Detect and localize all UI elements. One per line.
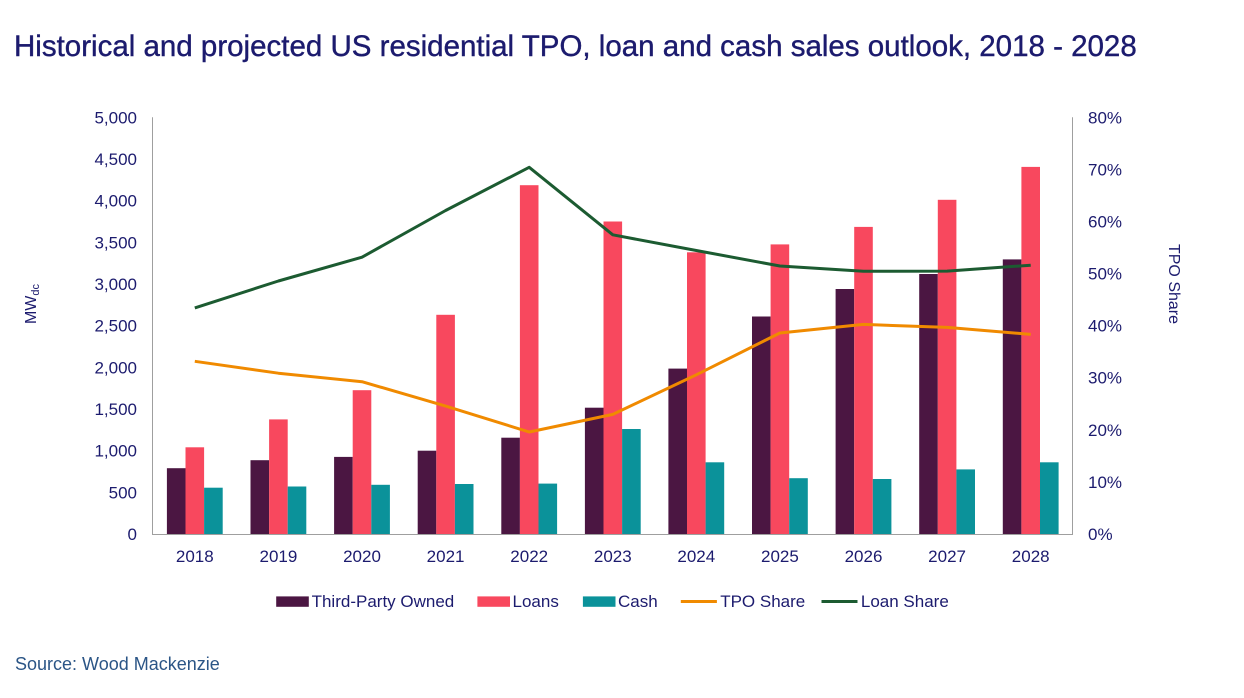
svg-text:Loan Share: Loan Share: [861, 592, 949, 611]
svg-text:5,000: 5,000: [94, 108, 137, 127]
svg-text:2026: 2026: [845, 547, 883, 566]
svg-text:2018: 2018: [176, 547, 214, 566]
svg-text:Loans: Loans: [513, 592, 559, 611]
svg-text:80%: 80%: [1088, 108, 1122, 127]
svg-text:Cash: Cash: [618, 592, 658, 611]
svg-text:2022: 2022: [510, 547, 548, 566]
svg-text:TPO Share: TPO Share: [1165, 244, 1182, 324]
svg-text:50%: 50%: [1088, 265, 1122, 284]
svg-text:2024: 2024: [677, 547, 715, 566]
svg-text:2,000: 2,000: [94, 358, 137, 377]
svg-text:2025: 2025: [761, 547, 799, 566]
svg-text:2019: 2019: [259, 547, 297, 566]
svg-text:2021: 2021: [427, 547, 465, 566]
svg-text:30%: 30%: [1088, 369, 1122, 388]
svg-text:TPO Share: TPO Share: [720, 592, 805, 611]
svg-text:2020: 2020: [343, 547, 381, 566]
svg-text:4,000: 4,000: [94, 192, 137, 211]
svg-text:2027: 2027: [928, 547, 966, 566]
svg-text:2028: 2028: [1012, 547, 1050, 566]
svg-text:0: 0: [128, 525, 137, 544]
svg-text:3,000: 3,000: [94, 275, 137, 294]
svg-text:1,500: 1,500: [94, 400, 137, 419]
svg-text:2,500: 2,500: [94, 317, 137, 336]
svg-text:4,500: 4,500: [94, 150, 137, 169]
svg-text:40%: 40%: [1088, 317, 1122, 336]
svg-text:500: 500: [109, 483, 137, 502]
svg-text:0%: 0%: [1088, 525, 1113, 544]
svg-text:2023: 2023: [594, 547, 632, 566]
svg-text:10%: 10%: [1088, 473, 1122, 492]
svg-text:3,500: 3,500: [94, 233, 137, 252]
svg-text:70%: 70%: [1088, 160, 1122, 179]
svg-text:Third-Party Owned: Third-Party Owned: [312, 592, 455, 611]
svg-text:20%: 20%: [1088, 421, 1122, 440]
svg-text:1,000: 1,000: [94, 442, 137, 461]
svg-text:60%: 60%: [1088, 213, 1122, 232]
